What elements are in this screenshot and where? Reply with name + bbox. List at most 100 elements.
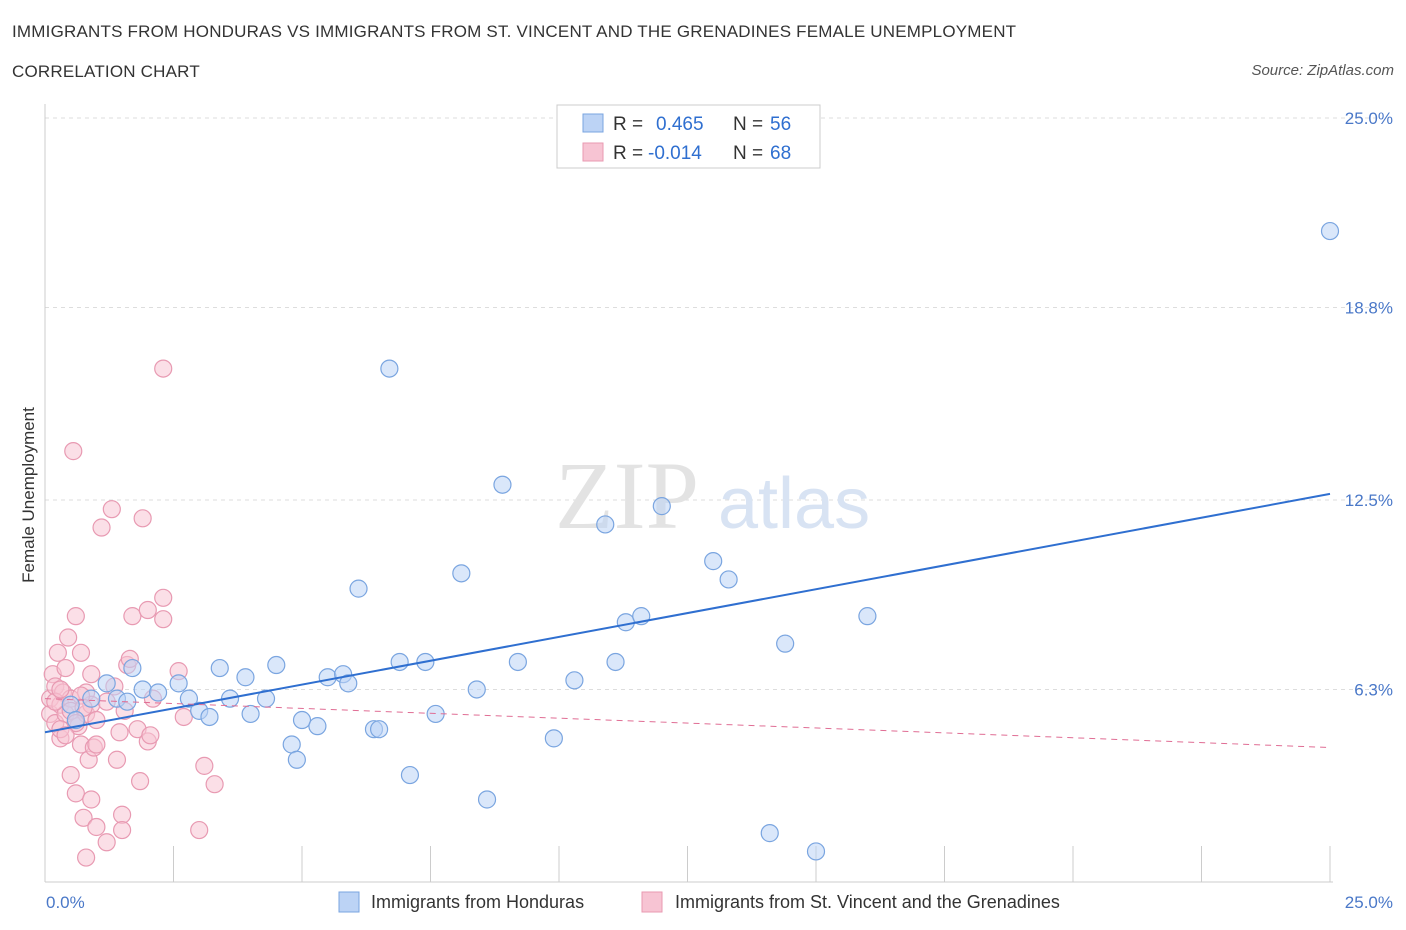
- data-point-stvincent: [61, 765, 80, 785]
- data-point-stvincent: [56, 726, 75, 745]
- data-point-stvincent: [141, 726, 160, 745]
- data-point-stvincent: [205, 775, 224, 794]
- data-point-stvincent: [82, 790, 101, 809]
- chart-subtitle: CORRELATION CHART: [12, 62, 200, 81]
- data-point-honduras: [400, 765, 420, 785]
- legend-r-label-2: R =: [613, 143, 643, 164]
- data-point-honduras: [287, 750, 306, 769]
- data-point-stvincent: [74, 808, 93, 827]
- data-point-honduras: [210, 658, 229, 678]
- data-point-honduras: [241, 704, 260, 724]
- x-tick-labels: 0.0% 25.0%: [46, 893, 1393, 912]
- data-point-honduras: [652, 497, 671, 516]
- legend-n-label-2: N =: [733, 143, 763, 164]
- legend-n-value-1: 56: [770, 114, 791, 135]
- data-point-honduras: [179, 689, 199, 708]
- legend-n-value-2: 68: [770, 143, 791, 164]
- gridlines: [45, 117, 1380, 690]
- data-point-honduras: [267, 655, 286, 675]
- bottom-legend: Immigrants from Honduras Immigrants from…: [338, 891, 1060, 913]
- data-point-stvincent: [174, 707, 193, 727]
- data-point-stvincent: [87, 817, 106, 837]
- data-point-honduras: [616, 613, 635, 632]
- data-point-stvincent: [133, 509, 152, 528]
- data-point-stvincent: [110, 723, 129, 742]
- data-point-honduras: [339, 674, 358, 693]
- data-point-stvincent: [102, 500, 121, 519]
- data-point-stvincent: [48, 643, 67, 662]
- data-point-honduras: [148, 683, 168, 702]
- data-point-stvincent: [130, 772, 150, 791]
- y-tick-labels: 6.3% 12.5% 18.8% 25.0%: [1345, 109, 1393, 699]
- data-point-honduras: [349, 579, 368, 598]
- data-point-stvincent: [87, 735, 106, 754]
- y-tick-label: 25.0%: [1345, 109, 1393, 128]
- trend-line-stvincent: [44, 698, 1331, 749]
- legend-n-label-1: N =: [733, 114, 763, 135]
- legend-swatch-stvincent: [582, 142, 604, 162]
- data-point-honduras: [97, 674, 116, 693]
- data-point-honduras: [292, 710, 312, 730]
- watermark-atlas: atlas: [718, 464, 870, 544]
- data-point-stvincent: [112, 820, 132, 840]
- data-point-honduras: [123, 658, 142, 678]
- data-point-stvincent: [97, 833, 116, 852]
- data-point-honduras: [806, 842, 826, 861]
- legend-r-value-1: 0.465: [656, 114, 704, 135]
- bottom-legend-label-stvincent: Immigrants from St. Vincent and the Gren…: [675, 892, 1060, 912]
- data-point-honduras: [1320, 221, 1340, 241]
- data-point-honduras: [760, 824, 779, 843]
- data-point-stvincent: [123, 607, 142, 626]
- data-point-honduras: [858, 607, 877, 626]
- source-label: Source: ZipAtlas.com: [1251, 62, 1394, 79]
- bottom-legend-swatch-honduras: [338, 891, 360, 913]
- data-point-honduras: [508, 652, 527, 672]
- data-point-honduras: [544, 729, 563, 748]
- data-point-stvincent: [71, 643, 91, 662]
- series-honduras-points: [61, 221, 1340, 861]
- data-point-honduras: [200, 707, 219, 727]
- x-tick-label: 25.0%: [1345, 893, 1393, 912]
- data-point-honduras: [318, 668, 337, 687]
- y-axis-label: Female Unemployment: [19, 407, 38, 583]
- data-point-stvincent: [64, 442, 83, 461]
- data-point-stvincent: [92, 518, 111, 537]
- data-point-stvincent: [195, 756, 214, 775]
- data-point-honduras: [776, 634, 795, 653]
- legend-swatch-honduras: [582, 113, 604, 133]
- bottom-legend-label-honduras: Immigrants from Honduras: [371, 892, 584, 912]
- data-point-honduras: [66, 710, 85, 730]
- trend-line-honduras: [44, 492, 1331, 734]
- data-point-stvincent: [154, 588, 173, 607]
- data-point-stvincent: [56, 658, 75, 678]
- data-point-stvincent: [82, 665, 101, 684]
- data-point-honduras: [308, 717, 327, 736]
- data-point-honduras: [493, 475, 512, 494]
- data-point-honduras: [370, 720, 389, 739]
- data-point-stvincent: [87, 710, 106, 730]
- data-point-stvincent: [59, 628, 78, 647]
- data-point-honduras: [61, 695, 80, 714]
- data-point-honduras: [596, 515, 615, 534]
- data-point-honduras: [704, 552, 723, 571]
- data-point-stvincent: [138, 600, 157, 620]
- chart-title: IMMIGRANTS FROM HONDURAS VS IMMIGRANTS F…: [12, 22, 1017, 41]
- legend: R = 0.465 N = 56 R = -0.014 N = 68: [556, 104, 821, 169]
- data-point-stvincent: [112, 805, 132, 824]
- data-point-honduras: [282, 735, 301, 754]
- data-point-stvincent: [154, 610, 173, 629]
- data-point-honduras: [380, 359, 399, 378]
- watermark: ZIP atlas: [555, 442, 870, 549]
- trend-lines: [44, 492, 1331, 749]
- series-stvincent-points: [41, 359, 224, 867]
- data-point-stvincent: [107, 750, 127, 769]
- data-point-honduras: [565, 671, 584, 690]
- data-point-honduras: [719, 570, 738, 589]
- y-tick-label: 6.3%: [1354, 680, 1393, 699]
- x-tick-label: 0.0%: [46, 893, 85, 912]
- y-tick-label: 18.8%: [1345, 298, 1393, 317]
- data-point-honduras: [477, 790, 497, 809]
- data-point-stvincent: [190, 820, 209, 840]
- data-point-honduras: [452, 564, 471, 583]
